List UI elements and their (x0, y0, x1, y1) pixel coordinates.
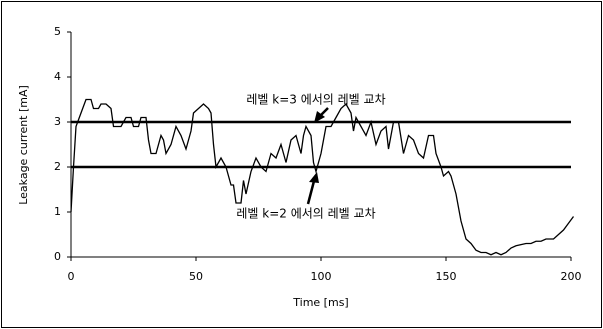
data-line (70, 98, 575, 256)
x-axis-title: Time [ms] (292, 296, 348, 309)
x-tick-label: 50 (189, 270, 203, 283)
y-tick-label: 1 (54, 205, 61, 218)
y-tick-label: 2 (54, 160, 61, 173)
x-tick-label: 100 (311, 270, 332, 283)
annotation: 레벨 k=3 에서의 레벨 교차 (246, 93, 385, 107)
arrow (306, 107, 329, 205)
y-tick-label: 5 (54, 25, 61, 38)
annotation: 레벨 k=2 에서의 레벨 교차 (236, 207, 375, 221)
y-tick-label: 4 (54, 70, 61, 83)
y-tick-label: 3 (54, 115, 61, 128)
x-tick-label: 150 (436, 270, 457, 283)
y-tick-label: 0 (54, 250, 61, 263)
y-axis-title: Leakage current [mA] (17, 85, 30, 205)
x-tick-label: 0 (68, 270, 75, 283)
x-tick-label: 200 (561, 270, 582, 283)
